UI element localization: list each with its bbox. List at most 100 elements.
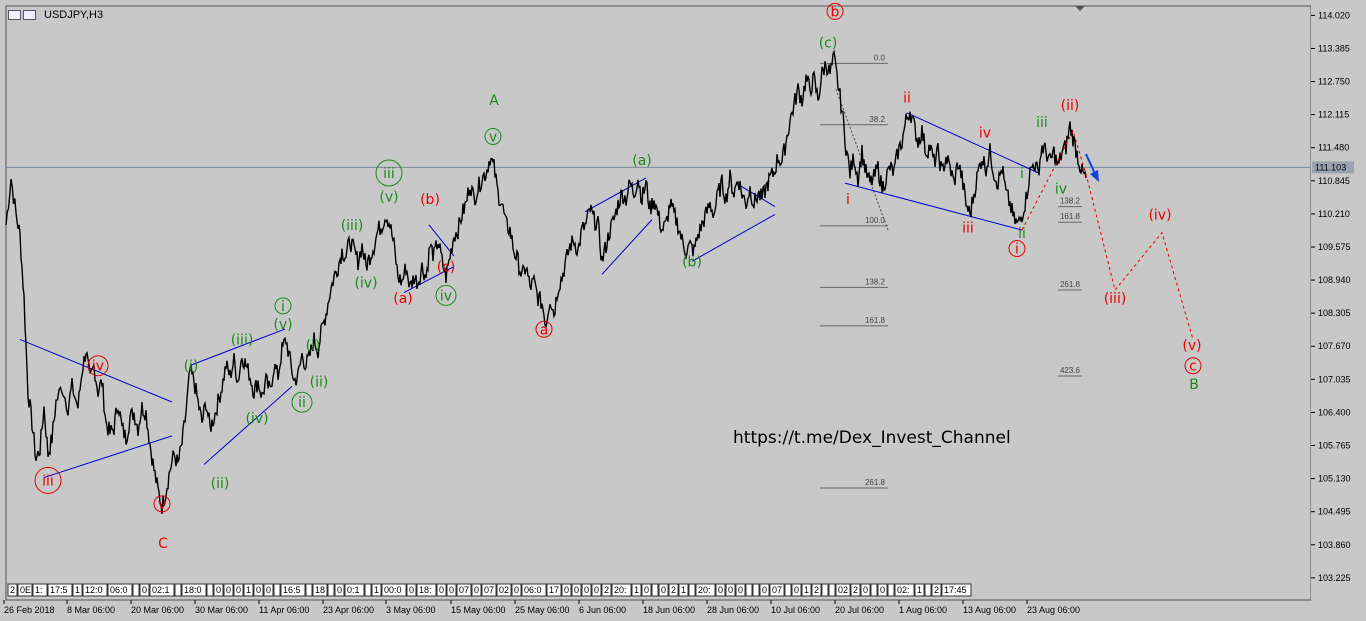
fib-level-label: 0.0 (874, 53, 886, 62)
time-cell-box (931, 583, 942, 597)
time-cell-label: 0 (863, 585, 868, 595)
time-cell-label: 02 (499, 585, 509, 595)
time-cell-box (496, 583, 512, 597)
time-cell-box (280, 583, 306, 597)
time-cell-box (591, 583, 602, 597)
wave-label: ii (903, 90, 911, 106)
wave-label-circle (375, 159, 403, 187)
time-cell-box (941, 583, 972, 597)
time-tick-label: 18 Jun 06:00 (643, 605, 695, 615)
time-cell-box (850, 583, 861, 597)
fib-level-label: 38.2 (869, 115, 885, 124)
wave-label: a (540, 322, 549, 338)
fib-level-label: 261.8 (865, 478, 886, 487)
time-cell-label: 17:45 (944, 585, 967, 595)
time-cell-box (406, 583, 417, 597)
time-cell-label: 1 (804, 585, 809, 595)
wave-label: (i) (306, 338, 321, 354)
time-cell-box (456, 583, 472, 597)
time-cell-box (174, 583, 182, 597)
time-cell-box (914, 583, 925, 597)
time-tick-label: 1 Aug 06:00 (899, 605, 947, 615)
price-tick-label: 105.765 (1318, 441, 1351, 451)
time-tick-label: 10 Jul 06:00 (771, 605, 820, 615)
chart-window-icon (8, 10, 38, 20)
wave-label-circle (435, 284, 457, 306)
price-tick-label: 110.845 (1318, 176, 1350, 186)
time-cell-label: 20: (698, 585, 711, 595)
time-cell-box (446, 583, 457, 597)
time-cell-box (791, 583, 802, 597)
time-cell-box (327, 583, 335, 597)
wave-label: iii (1036, 115, 1048, 131)
time-cell-label: 0 (449, 585, 454, 595)
time-cell-box (436, 583, 447, 597)
time-cell-label: 0 (718, 585, 723, 595)
time-cell-label: 1 (634, 585, 639, 595)
price-tick-label: 112.750 (1318, 77, 1350, 87)
time-cell-box (471, 583, 482, 597)
wave-label: C (158, 536, 168, 552)
time-cell-box (745, 583, 753, 597)
price-tick-label: 105.130 (1318, 474, 1351, 484)
time-tick-label: 13 Aug 06:00 (963, 605, 1016, 615)
wave-label: (v) (273, 317, 292, 333)
time-cell-label: 2 (934, 585, 939, 595)
time-cell-box (611, 583, 632, 597)
fib-level-label: 261.8 (1060, 280, 1081, 289)
wave-projection-line (1021, 129, 1194, 340)
time-cell-label: 1 (917, 585, 922, 595)
time-cell-label: 0 (880, 585, 885, 595)
time-cell-label: 0 (584, 585, 589, 595)
time-cell-box (273, 583, 281, 597)
wave-label: (a) (393, 291, 413, 307)
time-cell-box (651, 583, 659, 597)
time-cell-box (132, 583, 140, 597)
time-cell-box (47, 583, 73, 597)
channel-line (844, 182, 1023, 231)
time-cell-box (887, 583, 895, 597)
price-tick-label: 114.020 (1318, 10, 1350, 20)
time-cell-box (149, 583, 175, 597)
time-cell-label: 0 (728, 585, 733, 595)
time-cell-label: 12:0 (85, 585, 103, 595)
wave-label-circle (484, 127, 502, 145)
wave-label: iii (42, 473, 54, 489)
wave-label: v (158, 497, 166, 513)
time-cell-label: 1 (75, 585, 80, 595)
time-tick-label: 23 Apr 06:00 (323, 605, 374, 615)
price-tick-label: 108.305 (1318, 308, 1351, 318)
time-cell-label: 0 (236, 585, 241, 595)
wave-label-circle (87, 355, 109, 377)
price-tick-label: 113.385 (1318, 43, 1350, 53)
time-cell-label: 0 (474, 585, 479, 595)
time-cell-box (894, 583, 915, 597)
time-cell-box (213, 583, 224, 597)
time-cell-label: 00:0 (384, 585, 402, 595)
channel-line (584, 177, 647, 213)
time-tick-label: 30 Mar 06:00 (195, 605, 248, 615)
time-cell-box (688, 583, 696, 597)
time-cell-label: 20: (614, 585, 627, 595)
time-tick-label: 25 May 06:00 (515, 605, 570, 615)
time-cell-label: 0 (661, 585, 666, 595)
scroll-marker-icon[interactable] (1075, 6, 1085, 11)
time-tick-label: 11 Apr 06:00 (259, 605, 309, 615)
wave-label: v (489, 129, 497, 145)
chart-title-bar: USDJPY,H3 (8, 7, 103, 23)
time-cell-box (381, 583, 407, 597)
time-cell-box (821, 583, 829, 597)
time-cell-box (312, 583, 328, 597)
time-cell-box (481, 583, 497, 597)
time-cell-label: 0:1 (347, 585, 360, 595)
time-cell-box (32, 583, 48, 597)
time-cell-box (206, 583, 214, 597)
wave-label: (c) (437, 260, 456, 276)
wave-label: (ii) (211, 476, 230, 492)
wave-label-circle (535, 320, 553, 338)
wave-label-circle (1184, 357, 1202, 375)
wave-label: (iii) (341, 218, 364, 234)
time-cell-label: 0 (738, 585, 743, 595)
